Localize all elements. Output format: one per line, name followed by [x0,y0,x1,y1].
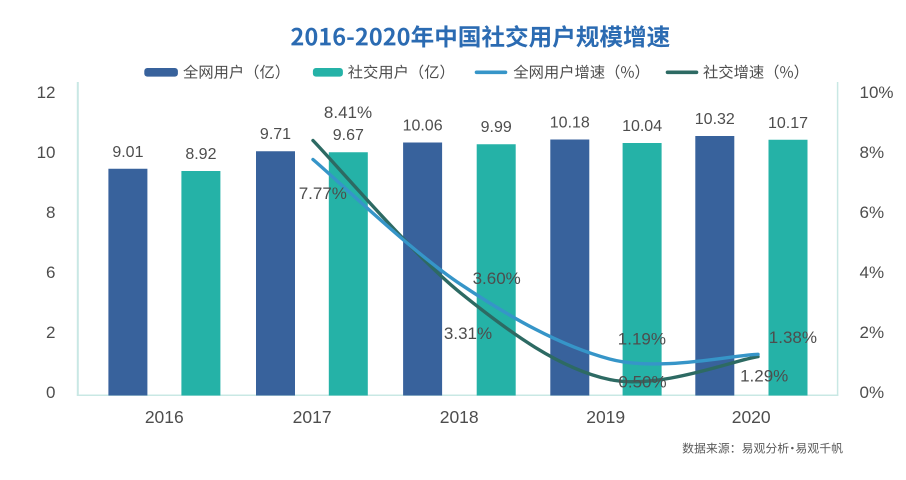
svg-text:10.04: 10.04 [622,118,662,135]
svg-text:3.60%: 3.60% [473,269,521,288]
svg-text:3.31%: 3.31% [444,324,492,343]
svg-text:2018: 2018 [440,407,479,427]
svg-text:10%: 10% [860,83,894,102]
svg-text:12: 12 [37,83,56,102]
svg-text:1.29%: 1.29% [740,367,788,386]
svg-text:2019: 2019 [586,407,625,427]
svg-text:9.71: 9.71 [260,126,291,143]
svg-text:8: 8 [46,203,55,222]
svg-text:2017: 2017 [293,407,332,427]
svg-text:8%: 8% [860,143,885,162]
svg-text:10.06: 10.06 [403,118,443,135]
svg-text:2: 2 [46,323,55,342]
svg-text:2%: 2% [860,323,885,342]
svg-text:2020: 2020 [732,407,771,427]
svg-text:0.50%: 0.50% [618,373,666,392]
svg-text:6%: 6% [860,203,885,222]
svg-text:0: 0 [46,383,55,402]
svg-text:9.99: 9.99 [481,119,512,136]
svg-text:0%: 0% [860,383,885,402]
svg-text:10.17: 10.17 [768,115,808,132]
svg-text:10: 10 [37,143,56,162]
svg-text:8.41%: 8.41% [324,103,372,122]
svg-text:8.92: 8.92 [185,146,216,163]
svg-text:6: 6 [46,263,55,282]
svg-text:1.38%: 1.38% [769,328,817,347]
svg-text:4%: 4% [860,263,885,282]
svg-text:10.18: 10.18 [550,115,590,132]
svg-text:10.32: 10.32 [695,111,735,128]
svg-text:2016: 2016 [145,407,184,427]
svg-text:7.77%: 7.77% [299,184,347,203]
svg-text:1.19%: 1.19% [618,330,666,349]
svg-text:9.67: 9.67 [333,127,364,144]
svg-text:9.01: 9.01 [112,144,143,161]
